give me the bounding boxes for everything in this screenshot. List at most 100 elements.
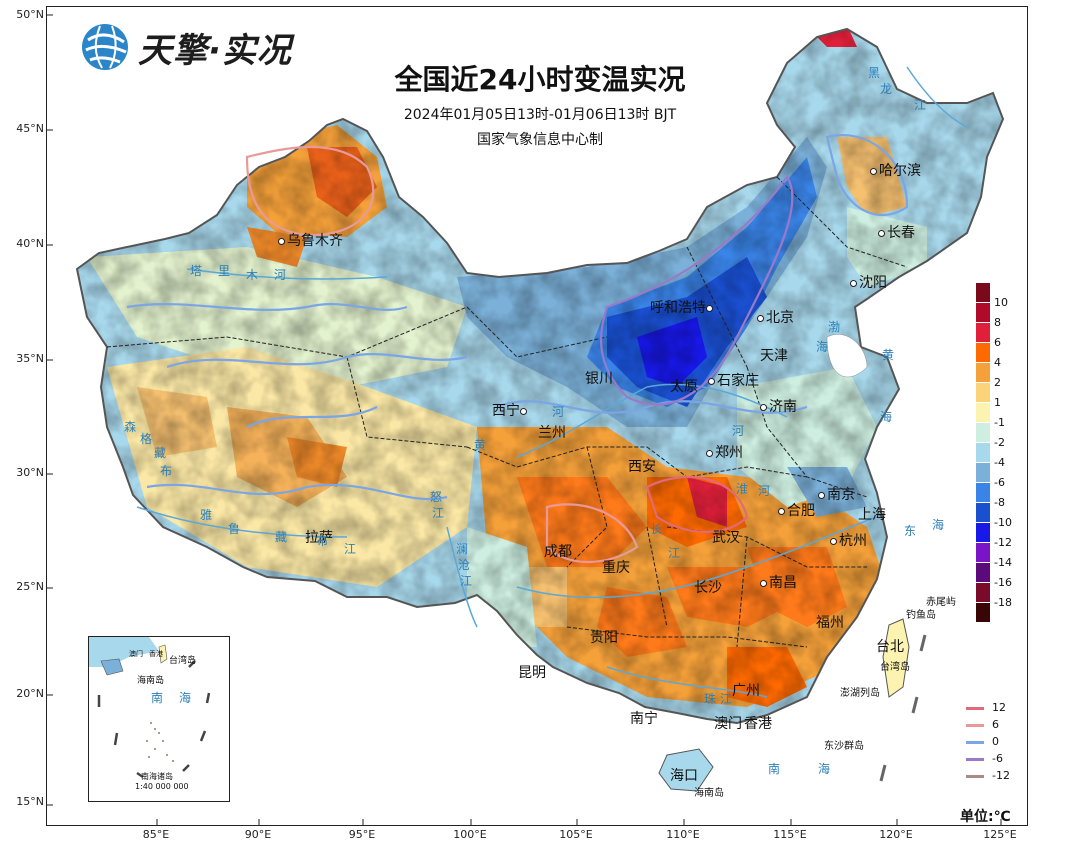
island-label: 赤尾屿 bbox=[926, 597, 956, 608]
lat-label-50: 50°N bbox=[16, 8, 44, 21]
lon-label-100: 100°E bbox=[453, 828, 487, 841]
inset-label: 海 bbox=[179, 691, 192, 705]
colorbar-label: 10 bbox=[994, 296, 1008, 309]
map-frame bbox=[46, 6, 1028, 826]
geo-label: 木 bbox=[246, 268, 259, 282]
city-marker-icon bbox=[706, 449, 713, 457]
geo-label: 江 bbox=[344, 542, 357, 556]
city-marker-icon bbox=[878, 229, 885, 237]
city-changchun: 长春 bbox=[878, 222, 915, 242]
geo-label: 鲁 bbox=[228, 522, 241, 536]
city-beijing: 北京 bbox=[757, 307, 794, 327]
geo-label: 布 bbox=[316, 534, 329, 548]
colorbar-label: -18 bbox=[994, 596, 1012, 609]
colorbar-label: -2 bbox=[994, 436, 1005, 449]
isoline-legend-item: 0 bbox=[966, 735, 999, 748]
colorbar-label: 6 bbox=[994, 336, 1001, 349]
lon-label-105: 105°E bbox=[559, 828, 593, 841]
isoline-swatch-icon bbox=[966, 757, 984, 761]
inset-label: 南 bbox=[151, 691, 164, 705]
geo-label: 布 bbox=[160, 464, 173, 478]
colorbar-swatch bbox=[976, 483, 990, 502]
inset-label: 海南岛 bbox=[137, 676, 165, 686]
geo-label: 南 bbox=[768, 762, 781, 776]
colorbar-label: -6 bbox=[994, 476, 1005, 489]
city-hongkong: 香港 bbox=[744, 716, 772, 732]
city-hohhot: 呼和浩特 bbox=[650, 297, 715, 317]
city-xining: 西宁 bbox=[492, 400, 529, 420]
geo-label: 河 bbox=[758, 484, 771, 498]
geo-label: 塔 bbox=[190, 264, 203, 278]
geo-label: 沧 bbox=[458, 558, 471, 572]
colorbar-swatch bbox=[976, 463, 990, 482]
isoline-legend-item: -6 bbox=[966, 752, 1003, 765]
city-marker-icon bbox=[760, 579, 767, 587]
colorbar-swatch bbox=[976, 323, 990, 342]
city-fuzhou: 福州 bbox=[816, 615, 844, 631]
geo-label: 东 bbox=[904, 524, 917, 538]
isoline-swatch-icon bbox=[966, 706, 984, 710]
lat-label-45: 45°N bbox=[16, 122, 44, 135]
colorbar-swatch bbox=[976, 443, 990, 462]
geo-label: 龙 bbox=[880, 82, 893, 96]
city-lanzhou: 兰州 bbox=[538, 425, 566, 441]
city-marker-icon bbox=[850, 279, 857, 287]
colorbar-label: -16 bbox=[994, 576, 1012, 589]
colorbar-swatch bbox=[976, 603, 990, 622]
city-marker-icon bbox=[757, 314, 764, 322]
colorbar-label: -10 bbox=[994, 516, 1012, 529]
colorbar-swatch bbox=[976, 503, 990, 522]
city-jinan: 济南 bbox=[760, 396, 797, 416]
geo-label: 海 bbox=[816, 340, 829, 354]
city-marker-icon bbox=[778, 507, 785, 515]
lon-label-90: 90°E bbox=[244, 828, 272, 841]
isoline-legend-item: 12 bbox=[966, 701, 1006, 714]
island-label: 澎湖列岛 bbox=[840, 688, 880, 699]
geo-label: 江 bbox=[668, 546, 681, 560]
colorbar-label: 8 bbox=[994, 316, 1001, 329]
lat-label-30: 30°N bbox=[16, 466, 44, 479]
city-shenyang: 沈阳 bbox=[850, 272, 887, 292]
colorbar-swatch bbox=[976, 303, 990, 322]
colorbar-label: -14 bbox=[994, 556, 1012, 569]
lon-label-120: 120°E bbox=[879, 828, 913, 841]
city-nanjing: 南京 bbox=[818, 484, 855, 504]
geo-label: 长 bbox=[650, 522, 663, 536]
isoline-swatch-icon bbox=[966, 774, 984, 778]
geo-label: 澜 bbox=[456, 542, 469, 556]
island-label: 台湾岛 bbox=[880, 662, 910, 673]
city-marker-icon bbox=[278, 237, 285, 245]
colorbar-label: 2 bbox=[994, 376, 1001, 389]
city-wuhan: 武汉 bbox=[712, 530, 740, 546]
city-nanning: 南宁 bbox=[630, 711, 658, 727]
unit-label: 单位:℃ bbox=[960, 809, 1011, 825]
colorbar-swatch bbox=[976, 583, 990, 602]
inset-label: 1:40 000 000 bbox=[135, 782, 189, 791]
geo-label: 渤 bbox=[828, 320, 841, 334]
geo-label: 森 bbox=[124, 420, 137, 434]
geo-label: 珠 bbox=[704, 692, 717, 706]
city-hefei: 合肥 bbox=[778, 500, 815, 520]
city-shijiazhuang: 石家庄 bbox=[708, 370, 759, 390]
lat-label-35: 35°N bbox=[16, 352, 44, 365]
city-changsha: 长沙 bbox=[694, 580, 722, 596]
city-chongqing: 重庆 bbox=[602, 560, 630, 576]
city-yinchuan: 银川 bbox=[585, 371, 613, 387]
colorbar-label: 4 bbox=[994, 356, 1001, 369]
geo-label: 黑 bbox=[868, 66, 881, 80]
city-xian: 西安 bbox=[628, 459, 656, 475]
city-taiyuan: 太原 bbox=[670, 379, 698, 395]
inset-label: 南海诸岛 bbox=[141, 772, 173, 781]
geo-label: 海 bbox=[880, 410, 893, 424]
lon-label-110: 110°E bbox=[666, 828, 700, 841]
city-macau: 澳门 bbox=[714, 716, 742, 732]
city-zhengzhou: 郑州 bbox=[706, 442, 743, 462]
geo-label: 黄 bbox=[882, 348, 895, 362]
colorbar-swatch bbox=[976, 383, 990, 402]
city-hangzhou: 杭州 bbox=[830, 530, 867, 550]
logo-text: 天擎·实况 bbox=[138, 30, 292, 71]
colorbar-label: -8 bbox=[994, 496, 1005, 509]
island-label: 钓鱼岛 bbox=[906, 610, 936, 621]
geo-label: 藏 bbox=[275, 530, 288, 544]
city-nanchang: 南昌 bbox=[760, 572, 797, 592]
